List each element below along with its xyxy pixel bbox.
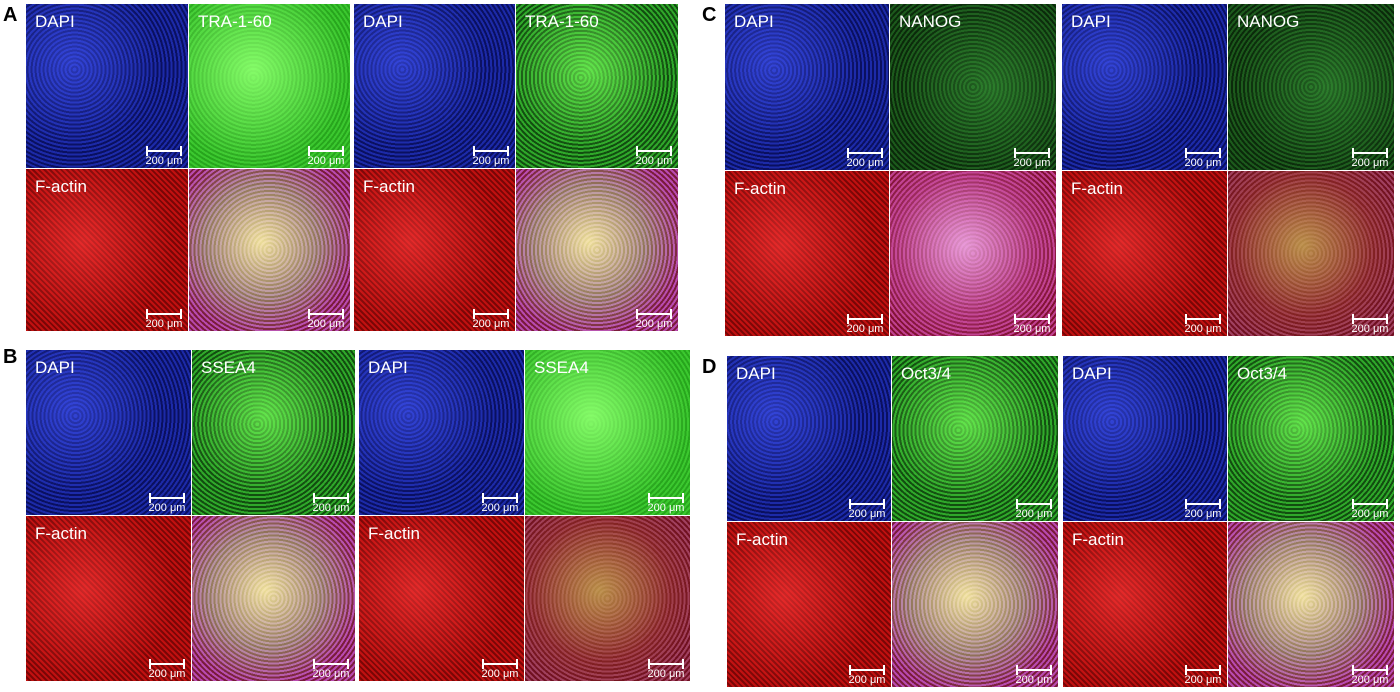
scale-bar: 200 μm [147,659,187,680]
factin-label: F-actin [1071,179,1123,198]
panel-b-set2-dapi-image: DAPI 200 μm [359,350,524,515]
panel-letter-c: C [702,4,717,26]
dapi-label: DAPI [363,12,403,31]
panel-b-set2-factin-image: F-actin 200 μm [359,516,524,681]
scale-bar: 200 μm [1183,665,1223,686]
panel-c-set1-factin-image: F-actin 200 μm [725,171,889,336]
scale-bar: 200 μm [847,499,887,520]
marker-label: SSEA4 [534,358,589,377]
scale-bar: 200 μm [311,659,351,680]
panel-c-set2-marker-image: NANOG 200 μm [1228,4,1394,170]
panel-d-set2-merge-image: 200 μm [1228,522,1394,687]
factin-label: F-actin [734,179,786,198]
panel-d-set2-factin-image: F-actin 200 μm [1063,522,1227,687]
scale-bar: 200 μm [847,665,887,686]
panel-a-set1-merge-image: 200 μm [189,169,350,331]
panel-d-set1-marker-image: Oct3/4 200 μm [892,356,1058,521]
panel-d-set2-dapi-image: DAPI 200 μm [1063,356,1227,521]
scale-bar: 200 μm [311,493,351,514]
factin-label: F-actin [35,177,87,196]
scale-bar: 200 μm [1183,314,1223,335]
dapi-label: DAPI [35,12,75,31]
scale-bar: 200 μm [1350,665,1390,686]
panel-d-set1-merge-image: 200 μm [892,522,1058,687]
factin-label: F-actin [368,524,420,543]
marker-label: NANOG [1237,12,1300,31]
scale-bar: 200 μm [634,146,674,167]
scale-bar: 200 μm [1014,665,1054,686]
panel-a-set1-marker-image: TRA-1-60 200 μm [189,4,350,168]
scale-bar: 200 μm [1350,148,1390,169]
scale-bar: 200 μm [845,314,885,335]
panel-b-set1-factin-image: F-actin 200 μm [26,516,191,681]
scale-bar: 200 μm [1183,148,1223,169]
panel-c-set2-factin-image: F-actin 200 μm [1062,171,1227,336]
scale-bar: 200 μm [144,146,184,167]
scale-bar: 200 μm [480,659,520,680]
dapi-label: DAPI [368,358,408,377]
dapi-label: DAPI [734,12,774,31]
panel-b-set1-merge-image: 200 μm [192,516,355,681]
panel-c-set1-dapi-image: DAPI 200 μm [725,4,889,170]
scale-bar: 200 μm [147,493,187,514]
panel-c-set1-marker-image: NANOG 200 μm [890,4,1056,170]
marker-label: TRA-1-60 [198,12,272,31]
scale-bar: 200 μm [646,493,686,514]
panel-b-set1-marker-image: SSEA4 200 μm [192,350,355,515]
scale-bar: 200 μm [306,146,346,167]
scale-bar: 200 μm [1183,499,1223,520]
panel-a-set2-dapi-image: DAPI 200 μm [354,4,515,168]
panel-letter-d: D [702,356,717,378]
panel-a-set2-marker-image: TRA-1-60 200 μm [516,4,678,168]
factin-label: F-actin [1072,530,1124,549]
scale-bar: 200 μm [634,309,674,330]
scale-bar: 200 μm [1350,314,1390,335]
marker-label: Oct3/4 [901,364,952,383]
scale-bar: 200 μm [471,146,511,167]
scale-bar: 200 μm [1012,314,1052,335]
scale-bar: 200 μm [144,309,184,330]
dapi-label: DAPI [1071,12,1111,31]
scale-bar: 200 μm [480,493,520,514]
panel-letter-b: B [3,346,18,368]
panel-a-set2-merge-image: 200 μm [516,169,678,331]
marker-label: NANOG [899,12,962,31]
panel-c-set1-merge-image: 200 μm [890,171,1056,336]
panel-letter-a: A [3,4,18,26]
panel-a-set1-dapi-image: DAPI 200 μm [26,4,188,168]
factin-label: F-actin [363,177,415,196]
factin-label: F-actin [736,530,788,549]
panel-c-set2-merge-image: 200 μm [1228,171,1394,336]
marker-label: SSEA4 [201,358,256,377]
dapi-label: DAPI [1072,364,1112,383]
scale-bar: 200 μm [1012,148,1052,169]
panel-d-set1-factin-image: F-actin 200 μm [727,522,891,687]
dapi-label: DAPI [736,364,776,383]
panel-b-set1-dapi-image: DAPI 200 μm [26,350,191,515]
scale-bar: 200 μm [646,659,686,680]
scale-bar: 200 μm [1350,499,1390,520]
panel-d-set1-dapi-image: DAPI 200 μm [727,356,891,521]
scale-bar: 200 μm [1014,499,1054,520]
scale-bar: 200 μm [471,309,511,330]
panel-b-set2-marker-image: SSEA4 200 μm [525,350,690,515]
scale-bar: 200 μm [845,148,885,169]
marker-label: TRA-1-60 [525,12,599,31]
marker-label: Oct3/4 [1237,364,1288,383]
scale-bar: 200 μm [306,309,346,330]
panel-d-set2-marker-image: Oct3/4 200 μm [1228,356,1394,521]
panel-c-set2-dapi-image: DAPI 200 μm [1062,4,1227,170]
panel-a-set1-factin-image: F-actin 200 μm [26,169,188,331]
dapi-label: DAPI [35,358,75,377]
panel-b-set2-merge-image: 200 μm [525,516,690,681]
factin-label: F-actin [35,524,87,543]
panel-a-set2-factin-image: F-actin 200 μm [354,169,515,331]
